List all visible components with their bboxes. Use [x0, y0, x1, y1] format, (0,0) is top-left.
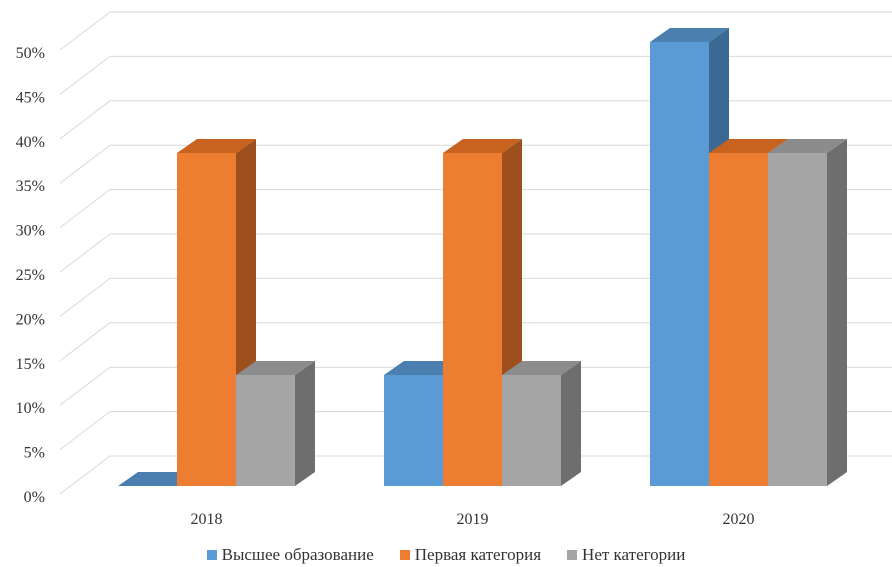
gridline [59, 411, 892, 450]
y-tick-label: 10% [16, 400, 45, 417]
legend-label: Нет категории [582, 545, 686, 564]
legend-label: Высшее образование [221, 545, 374, 564]
y-tick-label: 45% [16, 89, 45, 106]
y-tick-label: 5% [24, 445, 45, 462]
y-tick-label: 40% [16, 134, 45, 151]
legend-label: Первая категория [414, 545, 542, 564]
gridline [59, 277, 892, 317]
x-axis-tick-labels: 2018 2019 2020 [191, 511, 755, 528]
y-tick-label: 15% [16, 356, 45, 373]
y-tick-label: 50% [16, 45, 45, 62]
legend-item: Высшее образование [206, 545, 374, 565]
gridline [59, 11, 892, 51]
y-axis-tick-labels: 0% 5% 10% 15% 20% 25% 30% 35% 40% 45% 50% [16, 45, 45, 506]
bar [443, 139, 522, 486]
bar [502, 361, 581, 486]
y-tick-label: 25% [16, 267, 45, 284]
gridline [59, 233, 892, 273]
gridline [59, 366, 892, 406]
gridline [59, 455, 892, 495]
gridline [59, 100, 892, 140]
bars [118, 28, 847, 486]
bar [177, 139, 256, 486]
legend: Высшее образование Первая категория Нет ка… [0, 545, 892, 565]
gridline [59, 189, 892, 228]
legend-item: Первая категория [399, 545, 542, 565]
gridline [59, 322, 892, 362]
y-tick-label: 20% [16, 311, 45, 328]
x-tick-label: 2019 [457, 511, 489, 528]
gridline [59, 55, 892, 95]
y-tick-label: 0% [24, 489, 45, 506]
legend-item: Нет категории [567, 545, 685, 565]
gridlines [59, 11, 892, 495]
legend-swatch [206, 550, 217, 560]
y-tick-label: 30% [16, 223, 45, 240]
x-tick-label: 2020 [723, 511, 755, 528]
bar [768, 139, 847, 486]
bar [236, 361, 315, 486]
legend-swatch [567, 550, 578, 560]
y-tick-label: 35% [16, 178, 45, 195]
chart-area: 0% 5% 10% 15% 20% 25% 30% 35% 40% 45% 50% 2018 2019… [16, 11, 892, 528]
legend-swatch [399, 550, 410, 560]
gridline [59, 144, 892, 184]
x-tick-label: 2018 [191, 511, 223, 528]
